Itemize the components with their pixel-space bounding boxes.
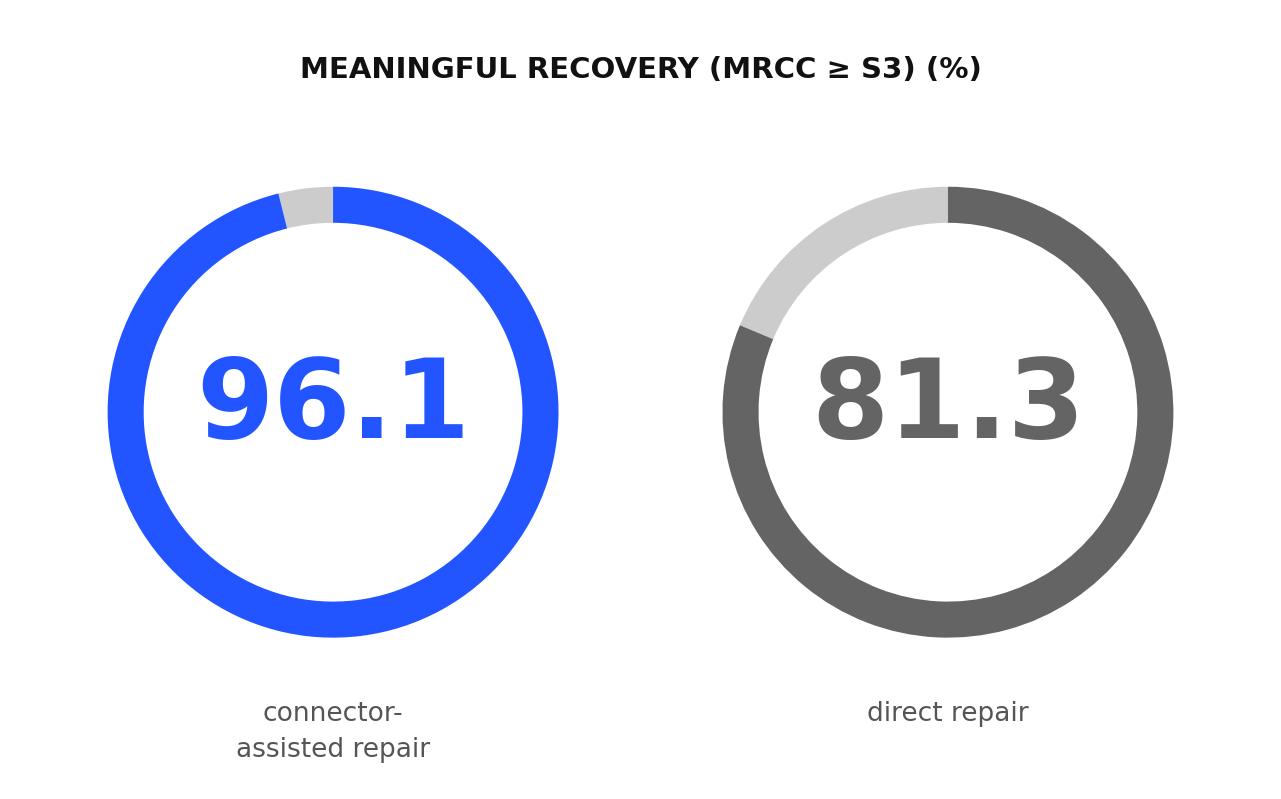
Text: connector-
assisted repair: connector- assisted repair	[236, 701, 430, 763]
Text: 96.1: 96.1	[196, 354, 470, 461]
Text: 81.3: 81.3	[811, 354, 1085, 461]
Wedge shape	[740, 187, 948, 339]
Wedge shape	[722, 187, 1173, 638]
Wedge shape	[278, 187, 333, 229]
Text: direct repair: direct repair	[867, 701, 1029, 727]
Wedge shape	[108, 187, 559, 638]
Text: MEANINGFUL RECOVERY (MRCC ≥ S3) (%): MEANINGFUL RECOVERY (MRCC ≥ S3) (%)	[300, 56, 981, 84]
